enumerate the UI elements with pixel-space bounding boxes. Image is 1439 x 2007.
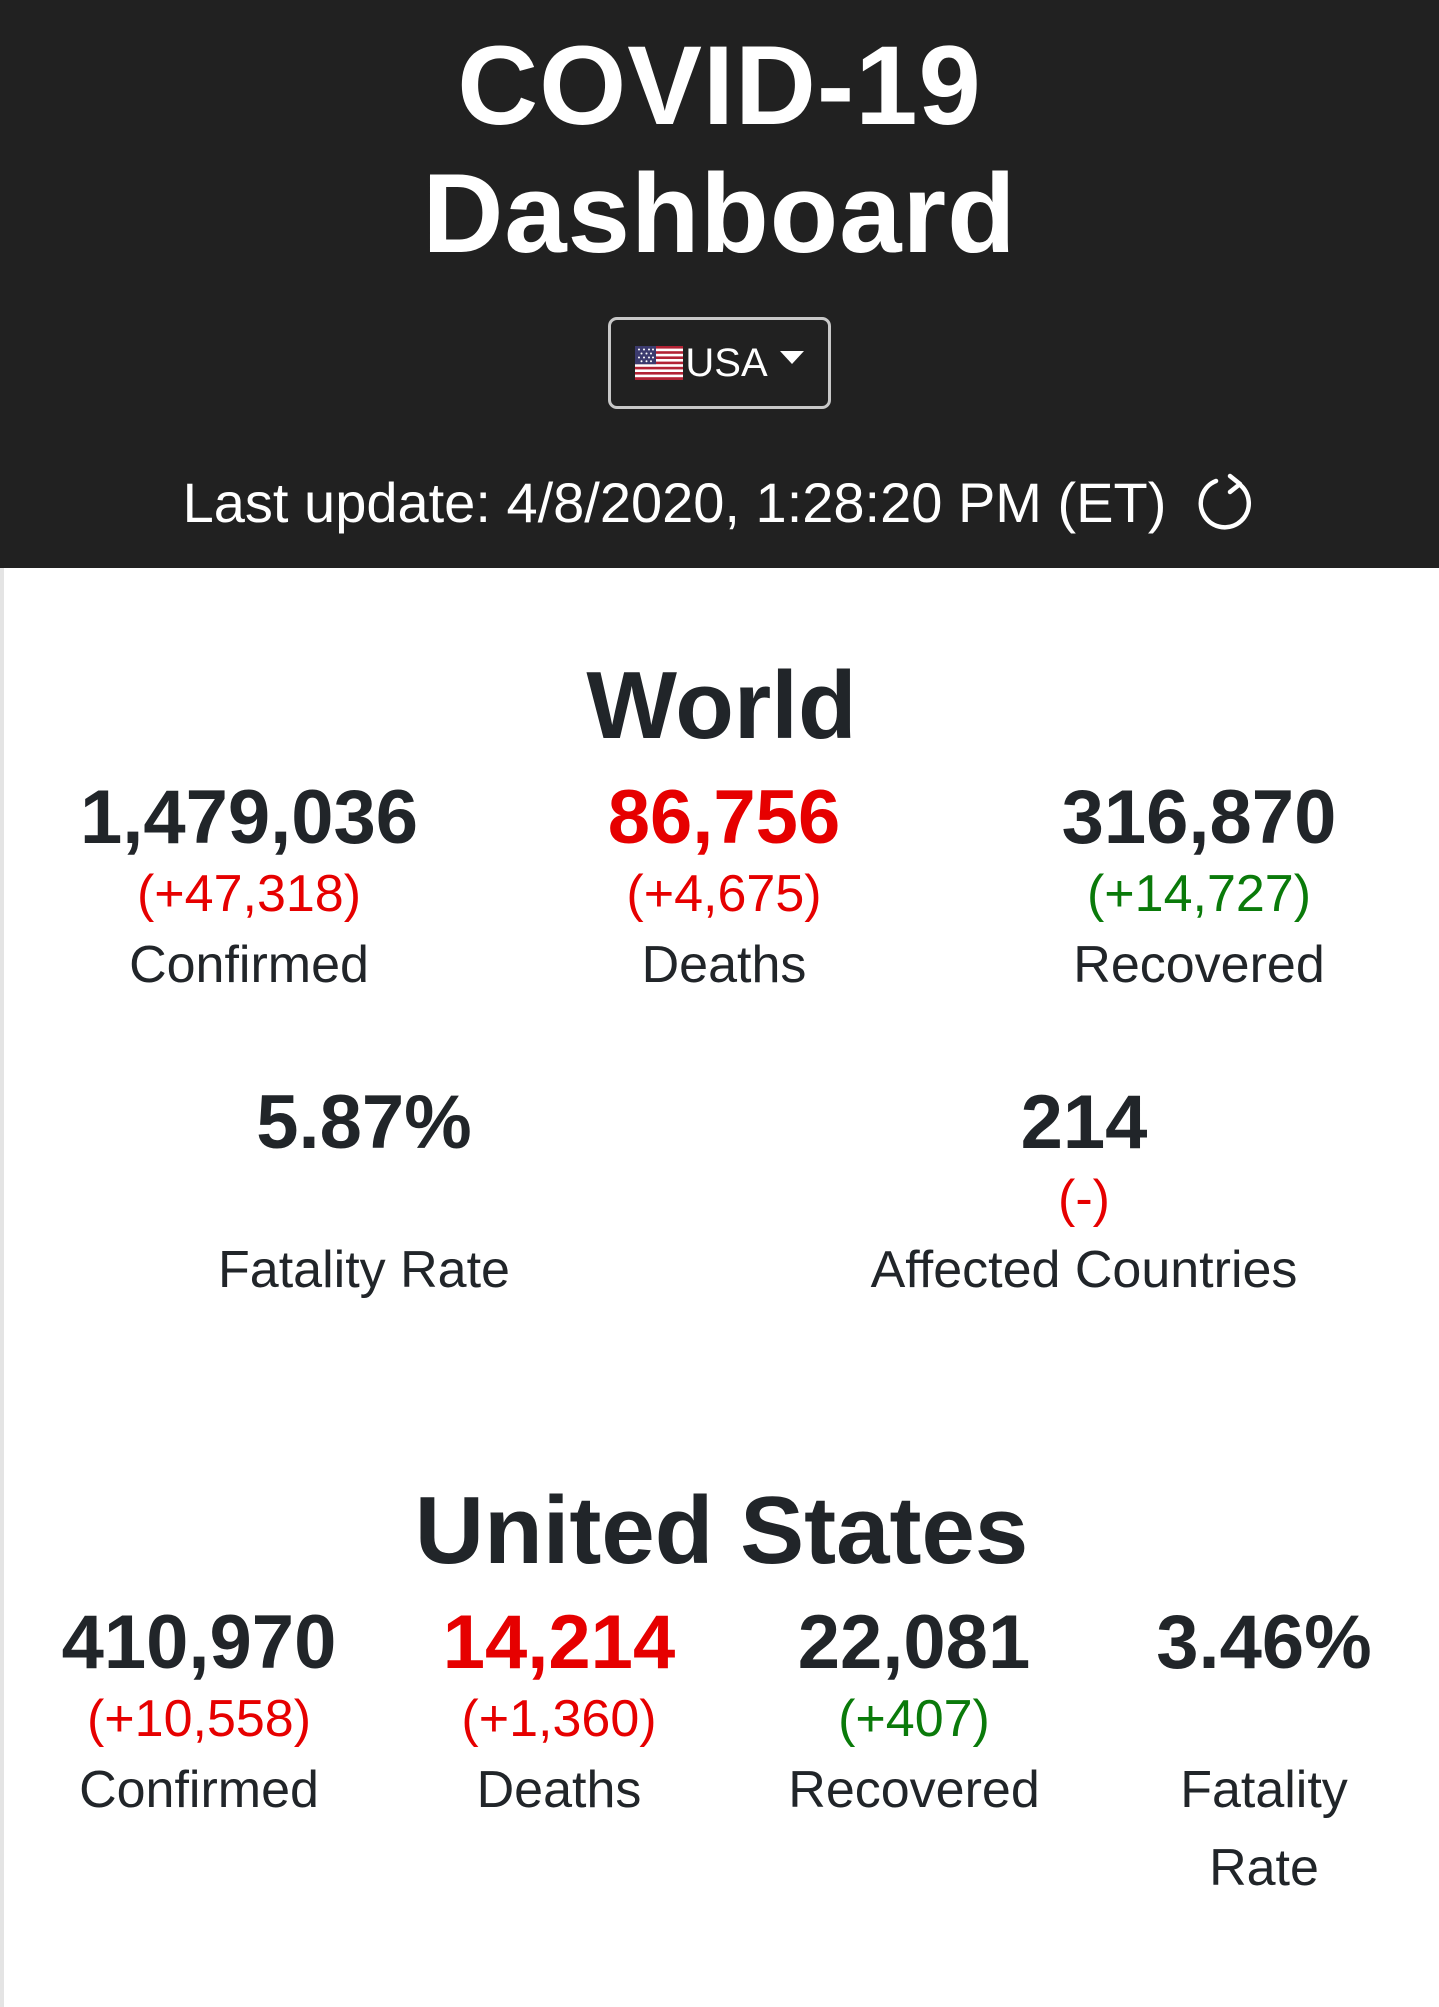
stats-content: World 1,479,036 (+47,318) Confirmed 86,7… — [0, 568, 1439, 2007]
world-section-title: World — [586, 652, 857, 759]
world-affected-countries-stat: 214 (-) Affected Countries — [824, 1079, 1344, 1309]
us-confirmed-label: Confirmed — [79, 1761, 319, 1819]
world-fatality-rate-label: Fatality Rate — [218, 1241, 510, 1299]
caret-down-icon — [779, 350, 804, 364]
world-affected-countries-change: (-) — [1058, 1170, 1110, 1228]
us-deaths-change: (+1,360) — [461, 1690, 657, 1748]
app-title-line1: COVID-19 — [457, 23, 982, 148]
world-fatality-rate-stat: 5.87% Fatality Rate — [144, 1079, 584, 1309]
us-fatality-rate-value: 3.46% — [1156, 1600, 1372, 1685]
world-deaths-change: (+4,675) — [626, 865, 822, 923]
us-deaths-stat: 14,214 (+1,360) Deaths — [384, 1599, 734, 1829]
world-recovered-change: (+14,727) — [1086, 865, 1312, 923]
refresh-icon[interactable] — [1194, 472, 1256, 534]
us-deaths-label: Deaths — [476, 1761, 642, 1819]
us-confirmed-change: (+10,558) — [86, 1690, 312, 1748]
app-title-line2: Dashboard — [422, 151, 1017, 276]
world-deaths-label: Deaths — [641, 936, 807, 994]
us-recovered-label: Recovered — [788, 1761, 1040, 1819]
app-title: COVID-19 Dashboard — [0, 22, 1439, 278]
world-recovered-label: Recovered — [1073, 936, 1325, 994]
world-recovered-stat: 316,870 (+14,727) Recovered — [984, 774, 1414, 1004]
country-select-value: USA — [685, 340, 768, 385]
world-affected-countries-value: 214 — [1020, 1080, 1148, 1165]
world-confirmed-change: (+47,318) — [136, 865, 362, 923]
us-recovered-value: 22,081 — [797, 1600, 1031, 1685]
last-update-text: Last update: 4/8/2020, 1:28:20 PM (ET) — [182, 471, 1167, 534]
world-deaths-value: 86,756 — [607, 775, 841, 860]
header: COVID-19 Dashboard — [0, 0, 1439, 568]
world-confirmed-stat: 1,479,036 (+47,318) Confirmed — [34, 774, 464, 1004]
us-deaths-value: 14,214 — [442, 1600, 676, 1685]
us-confirmed-value: 410,970 — [61, 1600, 337, 1685]
world-fatality-rate-value: 5.87% — [256, 1080, 472, 1165]
world-recovered-value: 316,870 — [1061, 775, 1337, 860]
world-confirmed-value: 1,479,036 — [79, 775, 419, 860]
country-select[interactable]: USA — [608, 317, 831, 409]
last-update-row: Last update: 4/8/2020, 1:28:20 PM (ET) — [0, 468, 1439, 538]
us-fatality-rate-label: Fatality Rate — [1094, 1751, 1434, 1907]
us-confirmed-stat: 410,970 (+10,558) Confirmed — [24, 1599, 374, 1829]
us-fatality-rate-stat: 3.46% Fatality Rate — [1094, 1599, 1434, 1907]
us-section-title: United States — [414, 1477, 1029, 1584]
world-affected-countries-label: Affected Countries — [870, 1241, 1298, 1299]
world-confirmed-label: Confirmed — [129, 936, 369, 994]
us-fatality-rate-label-line1: Fatality — [1180, 1761, 1348, 1819]
us-recovered-stat: 22,081 (+407) Recovered — [739, 1599, 1089, 1829]
world-deaths-stat: 86,756 (+4,675) Deaths — [509, 774, 939, 1004]
us-fatality-rate-label-line2: Rate — [1209, 1839, 1319, 1897]
us-recovered-change: (+407) — [838, 1690, 990, 1748]
us-flag-icon — [635, 346, 684, 380]
